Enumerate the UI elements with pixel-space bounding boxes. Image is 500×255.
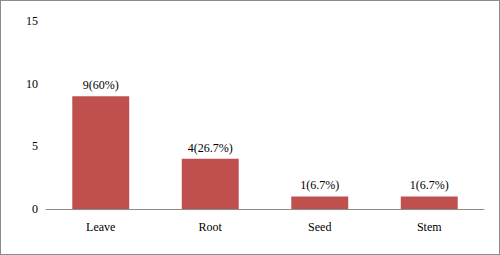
svg-text:0: 0 [32, 202, 38, 216]
svg-text:4(26.7%): 4(26.7%) [188, 141, 233, 155]
svg-text:9(60%): 9(60%) [83, 78, 119, 92]
svg-text:15: 15 [26, 14, 38, 28]
svg-text:Root: Root [199, 220, 223, 234]
svg-text:Leave: Leave [86, 220, 115, 234]
svg-text:1(6.7%): 1(6.7%) [410, 178, 449, 192]
svg-text:Seed: Seed [308, 220, 331, 234]
svg-text:1(6.7%): 1(6.7%) [300, 178, 339, 192]
svg-text:Stem: Stem [417, 220, 442, 234]
svg-text:10: 10 [26, 77, 38, 91]
svg-text:5: 5 [32, 139, 38, 153]
